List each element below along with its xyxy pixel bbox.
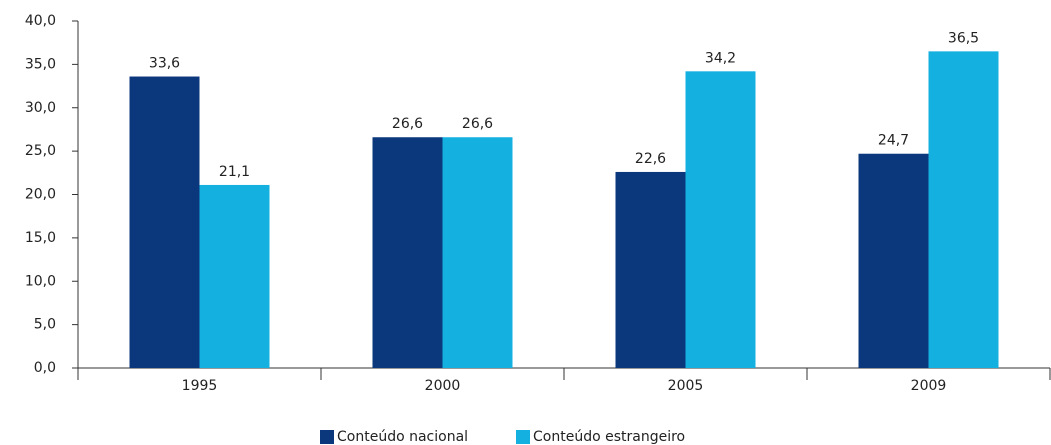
bar	[372, 137, 443, 368]
value-label: 24,7	[878, 133, 909, 149]
y-tick-label: 20,0	[25, 187, 56, 203]
y-tick-label: 25,0	[25, 143, 56, 159]
legend-swatch	[320, 430, 334, 444]
y-tick-label: 40,0	[25, 13, 56, 29]
bar	[858, 153, 929, 368]
legend-label: Conteúdo estrangeiro	[533, 429, 685, 445]
x-tick-label: 1995	[182, 378, 218, 394]
value-label: 26,6	[462, 116, 493, 132]
y-tick-label: 10,0	[25, 273, 56, 289]
value-label: 22,6	[635, 151, 666, 167]
y-tick-label: 30,0	[25, 100, 56, 116]
bar	[442, 137, 513, 368]
x-tick-label: 2009	[911, 378, 947, 394]
bar	[928, 51, 999, 369]
legend-label: Conteúdo nacional	[337, 429, 468, 445]
value-label: 34,2	[705, 50, 736, 66]
y-tick-label: 35,0	[25, 56, 56, 72]
value-label: 36,5	[948, 30, 979, 46]
y-tick-label: 5,0	[34, 317, 56, 333]
x-tick-label: 2005	[668, 378, 704, 394]
legend-swatch	[516, 430, 530, 444]
y-tick-label: 15,0	[25, 230, 56, 246]
bar	[685, 71, 756, 368]
value-label: 33,6	[149, 56, 180, 72]
bar	[199, 184, 270, 368]
value-label: 26,6	[392, 116, 423, 132]
x-tick-label: 2000	[425, 378, 461, 394]
bar	[129, 76, 200, 369]
bar	[615, 171, 686, 368]
y-tick-label: 0,0	[34, 360, 56, 376]
value-label: 21,1	[219, 164, 250, 180]
